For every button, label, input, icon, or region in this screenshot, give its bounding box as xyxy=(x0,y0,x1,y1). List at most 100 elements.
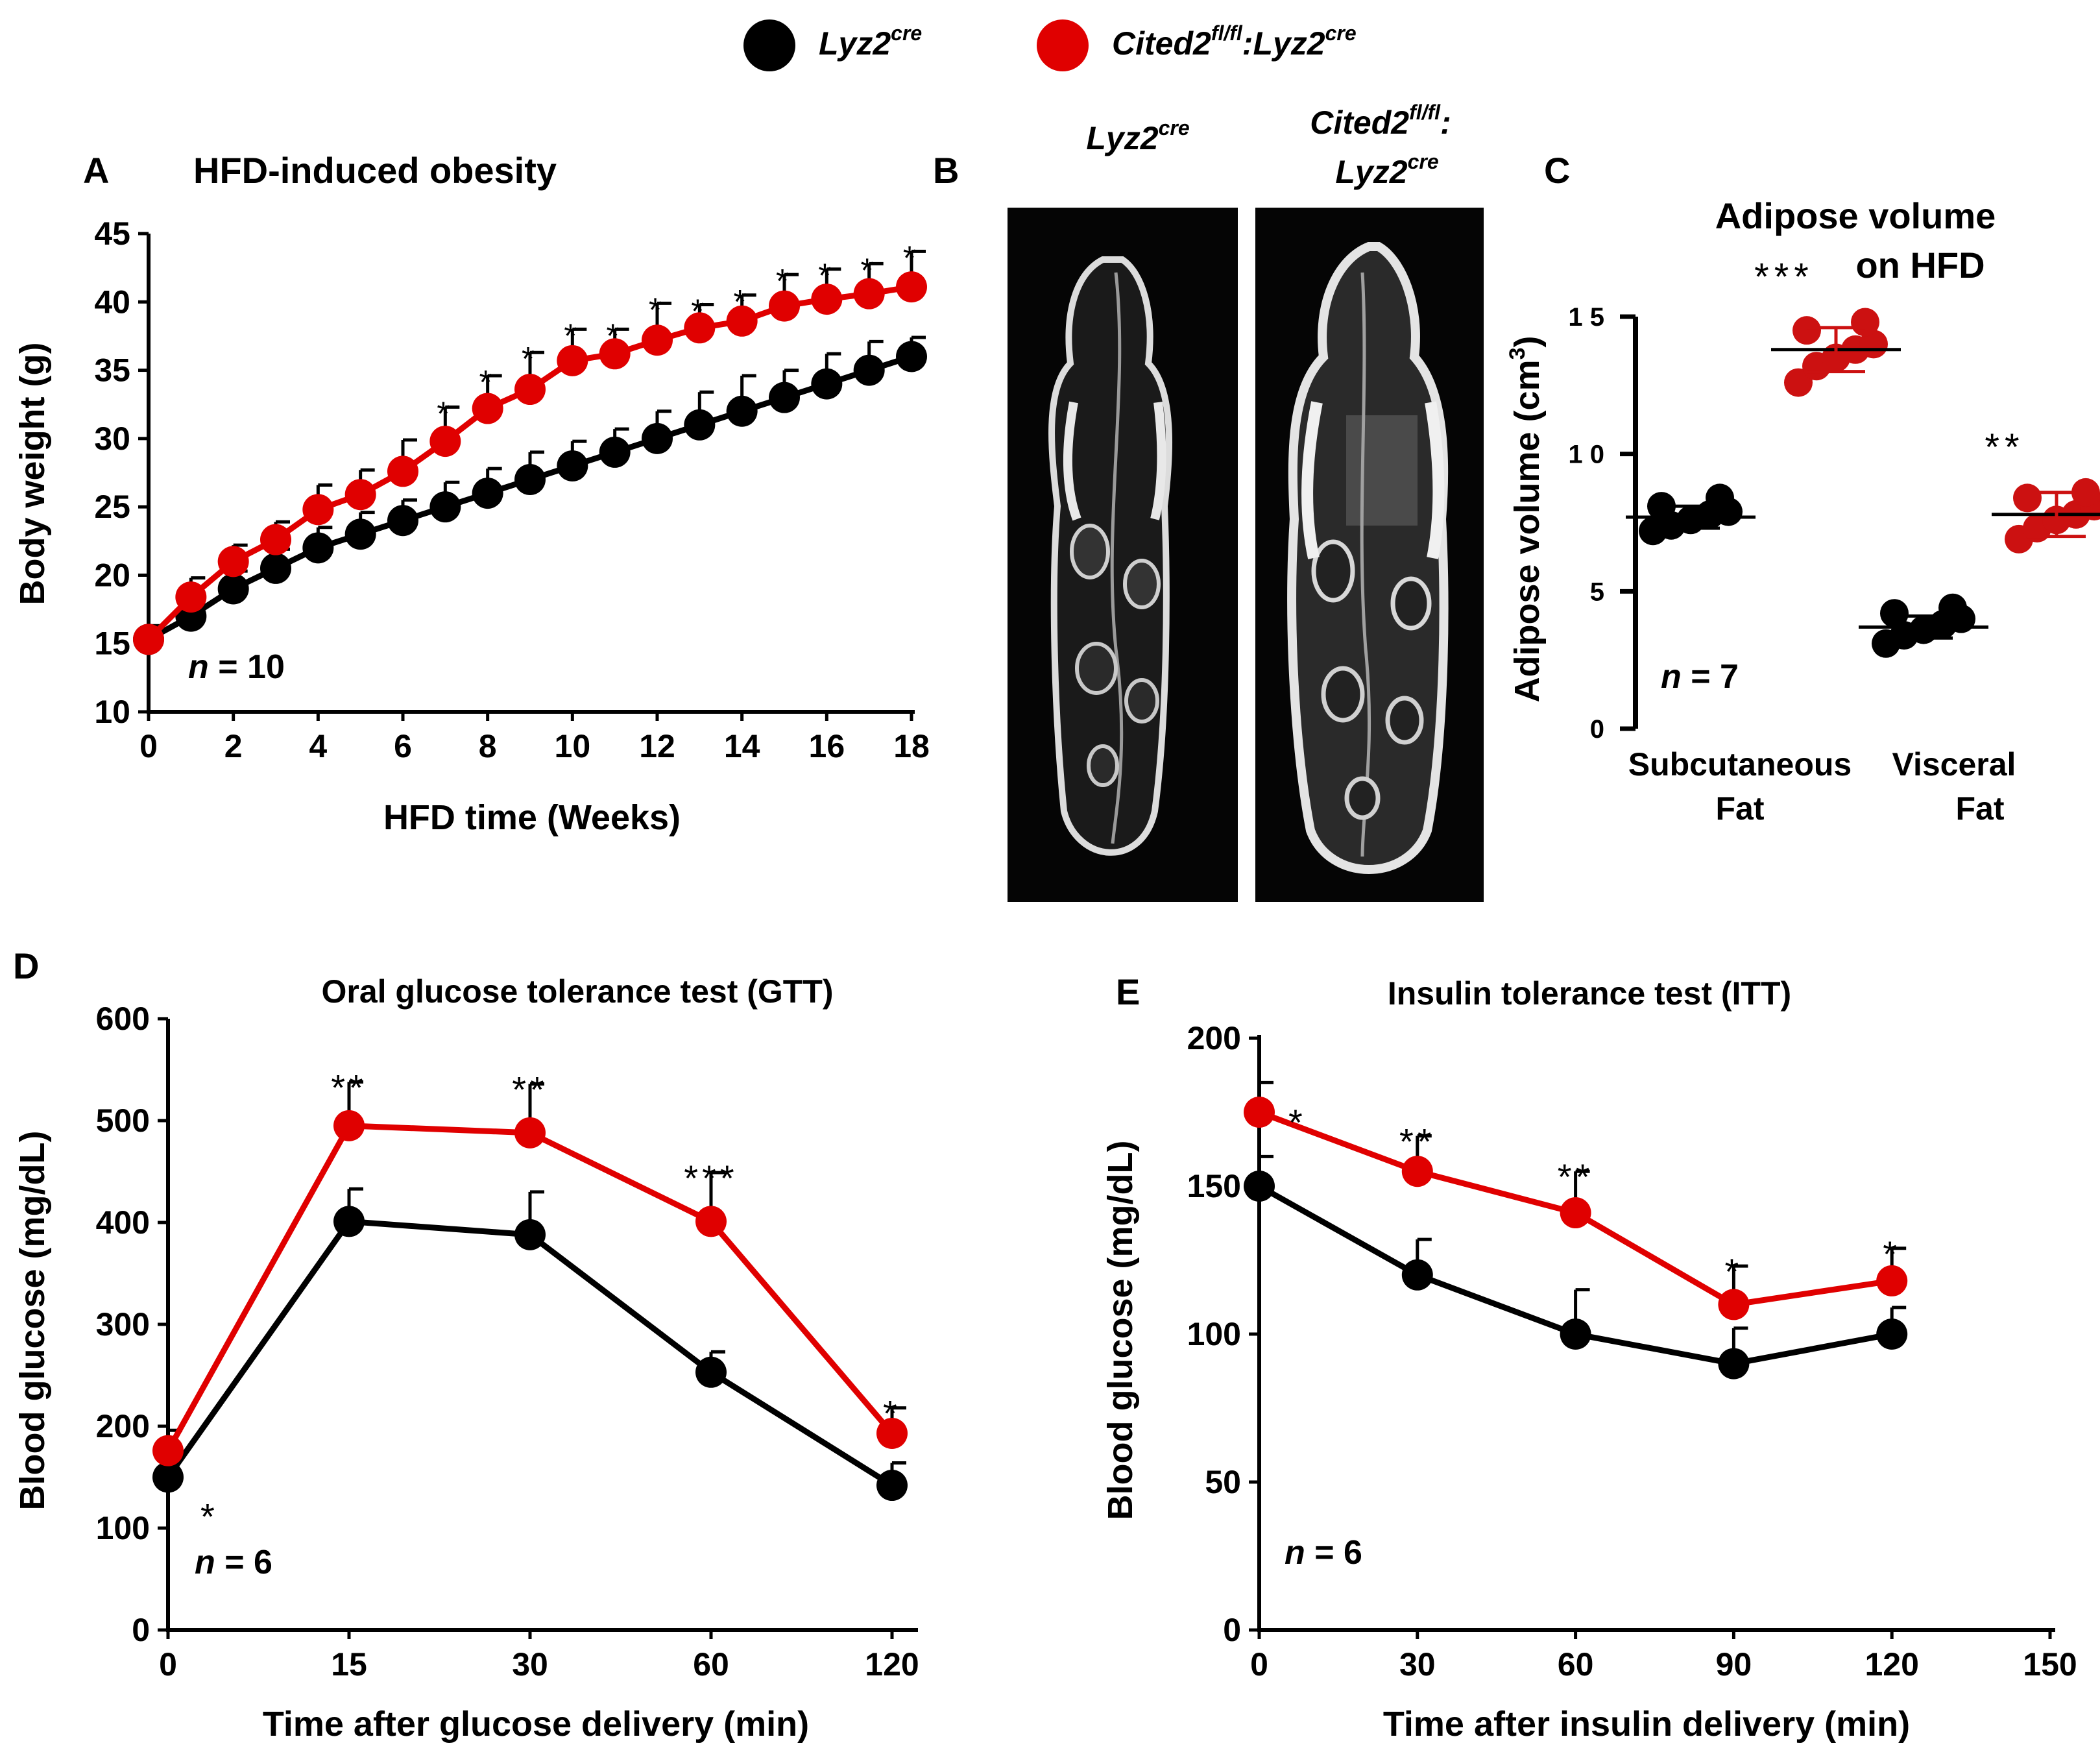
panel-b-label-cited2-line2: Lyz2cre xyxy=(1335,150,1438,190)
panel-d-y-tick-label: 400 xyxy=(96,1204,150,1241)
panel-d-x-tick-label: 60 xyxy=(693,1646,729,1683)
panel-a-point-cited2 xyxy=(472,393,503,424)
panel-c: C Adipose volume on HFD 0 5 1 0 1 5 Adipose… xyxy=(1505,150,2100,827)
panel-a-x-tick-label: 4 xyxy=(309,728,327,764)
panel-b-letter: B xyxy=(933,150,959,191)
panel-e-point-cited2 xyxy=(1560,1197,1591,1229)
panel-b-label-lyz2cre: Lyz2cre xyxy=(1086,116,1189,156)
legend: Lyz2cre Cited2fl/fl:Lyz2cre xyxy=(743,19,1357,71)
panel-a-significance-mark: * xyxy=(607,317,623,355)
panel-c-title-line1: Adipose volume xyxy=(1715,195,1996,236)
panel-e-significance-mark: * xyxy=(1288,1102,1307,1143)
panel-e-y-tick-label: 150 xyxy=(1187,1168,1241,1204)
panel-a-x-tick-label: 6 xyxy=(394,728,412,764)
panel-e-point-lyz2cre xyxy=(1244,1171,1275,1202)
panel-d-x-tick-label: 0 xyxy=(159,1646,177,1683)
panel-d-letter: D xyxy=(13,945,39,986)
panel-a-x-tick-label: 12 xyxy=(639,728,675,764)
panel-d-y-tick-label: 300 xyxy=(96,1306,150,1343)
panel-e-point-lyz2cre xyxy=(1401,1259,1433,1291)
panel-a-point-cited2 xyxy=(599,338,631,370)
panel-e-letter: E xyxy=(1116,971,1140,1012)
panel-d-y-tick-label: 500 xyxy=(96,1102,150,1139)
panel-a-point-lyz2cre xyxy=(302,532,334,564)
panel-d-significance-mark: ** xyxy=(331,1067,367,1108)
panel-a-point-lyz2cre xyxy=(769,382,800,413)
panel-e-x-tick-label: 150 xyxy=(2023,1646,2077,1683)
panel-a-x-tick-label: 2 xyxy=(224,728,243,764)
panel-c-y-tick-label: 5 xyxy=(1590,578,1604,606)
panel-e-point-lyz2cre xyxy=(1718,1348,1750,1380)
mri-image-lyz2cre xyxy=(1008,208,1238,902)
panel-c-point-cited2 xyxy=(1851,308,1879,337)
panel-a: A HFD-induced obesity 10 15 20 25 30 35 40 45 0… xyxy=(13,150,930,837)
panel-a-x-tick-label: 18 xyxy=(893,728,930,764)
panel-d-point-lyz2cre xyxy=(876,1470,908,1502)
panel-a-point-cited2 xyxy=(302,494,334,526)
panel-e-significance-mark: * xyxy=(1725,1251,1743,1292)
panel-d-point-cited2 xyxy=(876,1417,908,1449)
panel-a-point-lyz2cre xyxy=(472,478,503,509)
panel-a-y-tick-label: 20 xyxy=(94,557,130,593)
panel-e-y-tick-label: 50 xyxy=(1205,1464,1241,1500)
panel-a-significance-mark: * xyxy=(479,364,496,402)
panel-d-significance-mark: *** xyxy=(684,1158,738,1198)
panel-c-point-cited2 xyxy=(1784,368,1813,397)
panel-e-y-label: Blood glucose (mg/dL) xyxy=(1101,1141,1140,1520)
panel-b-label-cited2-line1: Cited2fl/fl: xyxy=(1310,101,1451,141)
panel-a-point-cited2 xyxy=(175,581,207,613)
panel-d-point-cited2 xyxy=(514,1117,546,1149)
panel-d-point-lyz2cre xyxy=(514,1219,546,1250)
panel-e-title: Insulin tolerance test (ITT) xyxy=(1388,975,1791,1012)
panel-a-significance-mark: * xyxy=(691,293,708,330)
panel-b: B Lyz2cre Cited2fl/fl: Lyz2cre xyxy=(933,101,1484,902)
panel-c-point-lyz2cre xyxy=(1880,599,1909,628)
panel-c-y-tick-label: 0 xyxy=(1590,715,1604,744)
panel-a-point-lyz2cre xyxy=(853,354,885,386)
panel-e-point-cited2 xyxy=(1876,1265,1908,1296)
panel-c-category-subcutaneous-line1: Subcutaneous xyxy=(1628,746,1852,783)
panel-c-point-cited2 xyxy=(1859,330,1888,359)
panel-a-point-lyz2cre xyxy=(811,368,843,400)
panel-e-point-cited2 xyxy=(1718,1289,1750,1320)
panel-e-point-cited2 xyxy=(1244,1097,1275,1128)
panel-a-point-lyz2cre xyxy=(557,450,588,481)
panel-d-y-tick-label: 200 xyxy=(96,1408,150,1444)
panel-e-x-label: Time after insulin delivery (min) xyxy=(1383,1705,1910,1744)
panel-d-point-lyz2cre xyxy=(152,1461,184,1493)
panel-a-significance-mark: * xyxy=(564,317,581,355)
panel-a-point-cited2 xyxy=(514,374,546,406)
panel-a-point-lyz2cre xyxy=(726,395,758,427)
panel-d-significance-mark: * xyxy=(883,1393,901,1434)
panel-a-y-tick-label: 45 xyxy=(94,215,130,252)
panel-a-x-tick-label: 8 xyxy=(479,728,497,764)
panel-c-point-cited2 xyxy=(2013,483,2042,513)
panel-a-point-cited2 xyxy=(896,271,927,303)
panel-c-title-line2: on HFD xyxy=(1855,245,1985,286)
panel-a-x-tick-label: 10 xyxy=(555,728,591,764)
panel-a-point-cited2 xyxy=(133,624,164,655)
panel-d-point-lyz2cre xyxy=(333,1206,365,1237)
panel-a-point-cited2 xyxy=(811,284,843,315)
panel-d-y-tick-label: 100 xyxy=(96,1510,150,1546)
legend-marker-lyz2cre xyxy=(743,19,795,71)
panel-a-point-cited2 xyxy=(853,278,885,310)
panel-d-point-lyz2cre xyxy=(695,1356,727,1388)
mri-image-cited2 xyxy=(1255,208,1484,902)
panel-a-y-label: Body weight (g) xyxy=(13,343,52,605)
panel-a-point-lyz2cre xyxy=(344,518,376,550)
legend-label-cited2: Cited2fl/fl:Lyz2cre xyxy=(1112,21,1357,62)
panel-e-point-cited2 xyxy=(1401,1156,1433,1187)
panel-d-point-cited2 xyxy=(333,1110,365,1141)
panel-a-x-tick-label: 14 xyxy=(724,728,760,764)
panel-a-point-cited2 xyxy=(387,456,418,487)
panel-c-point-lyz2cre xyxy=(1938,593,1967,622)
panel-a-y-tick-label: 35 xyxy=(94,352,130,389)
panel-a-point-cited2 xyxy=(344,479,376,511)
panel-a-point-lyz2cre xyxy=(260,552,291,584)
panel-e-point-lyz2cre xyxy=(1560,1319,1591,1350)
panel-a-point-cited2 xyxy=(557,345,588,376)
panel-d-significance-mark: ** xyxy=(512,1069,548,1110)
panel-d-x-tick-label: 120 xyxy=(865,1646,919,1683)
